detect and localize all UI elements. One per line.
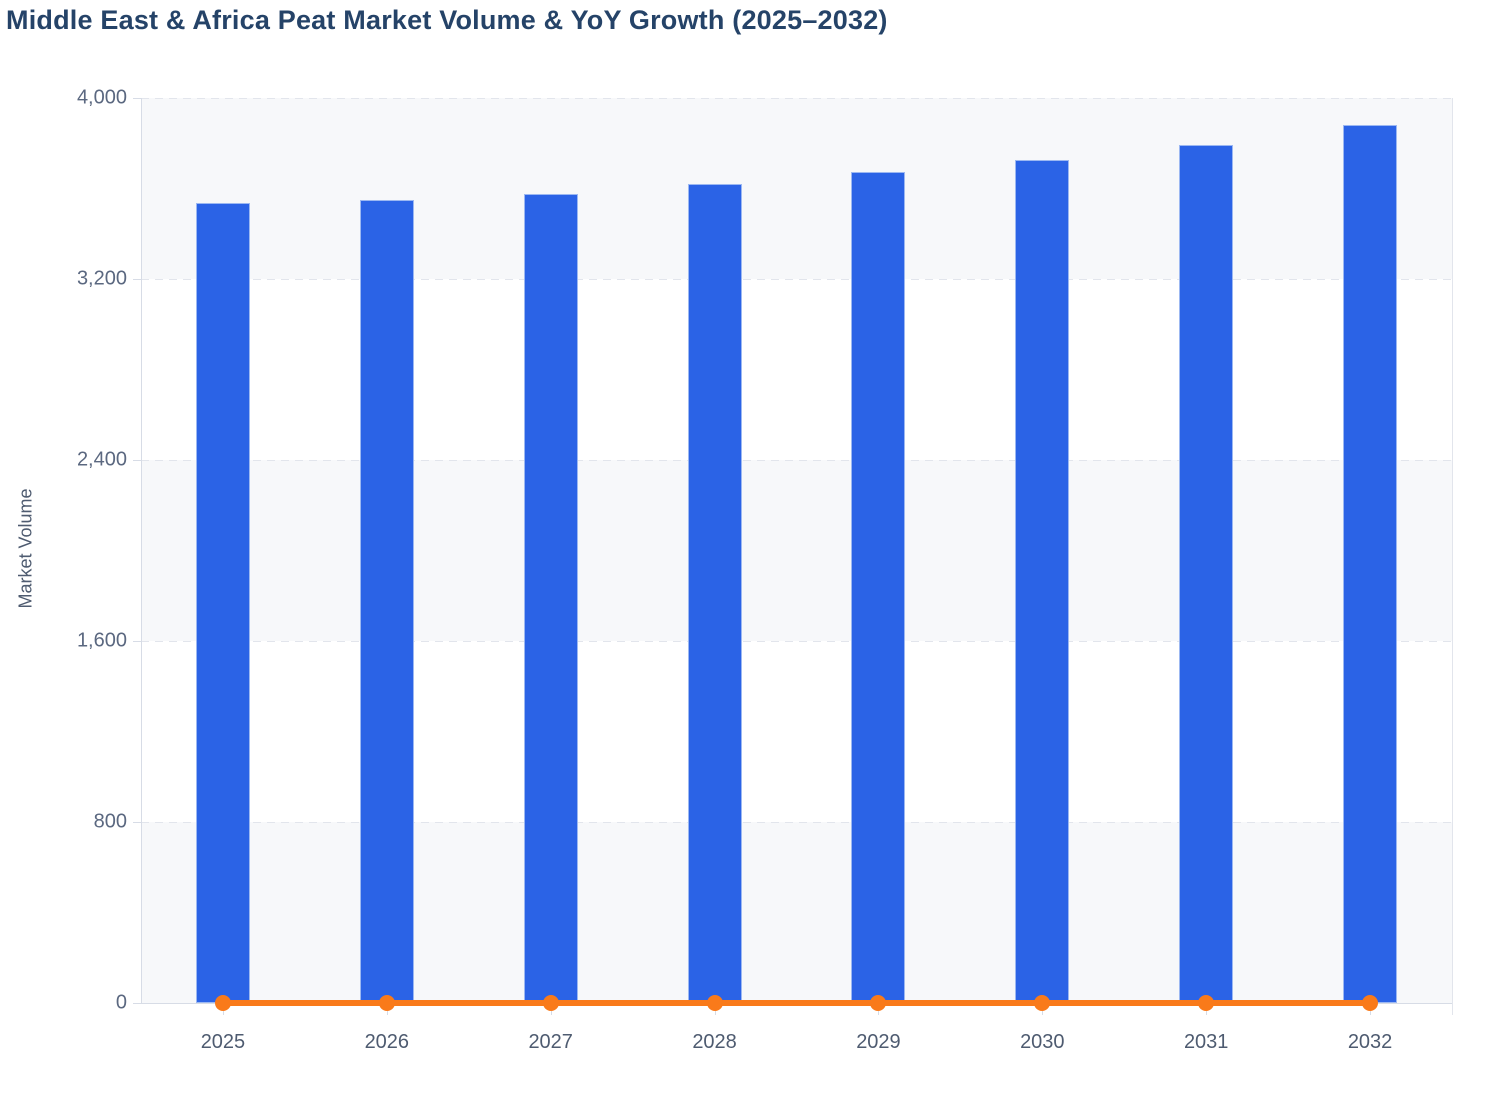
grid-band [141, 460, 1452, 641]
x-label-2027: 2027 [528, 1031, 573, 1053]
y-tick-label-800: 800 [93, 810, 127, 833]
yoy-marker-2027[interactable] [542, 995, 559, 1011]
y-tick-label-2400: 2,400 [76, 448, 127, 471]
yoy-marker-2030[interactable] [1034, 995, 1051, 1011]
bar-2027[interactable] [523, 193, 578, 1003]
gridline-2400 [141, 460, 1452, 461]
x-label-2031: 2031 [1183, 1031, 1229, 1053]
y-tick-label-1600: 1,600 [76, 629, 127, 652]
bar-2030[interactable] [1015, 159, 1070, 1003]
bar-2025[interactable] [195, 202, 250, 1003]
gridline-4000 [141, 98, 1452, 99]
gridline-3200 [141, 279, 1452, 280]
y-axis-line [141, 98, 142, 1003]
grid-band [141, 98, 1452, 279]
right-spine [1452, 98, 1453, 1015]
y-tick-label-4000: 4,000 [76, 86, 127, 109]
x-label-2026: 2026 [364, 1031, 410, 1053]
y-tick-1600 [133, 641, 141, 642]
yoy-line[interactable] [222, 1000, 1371, 1006]
y-tick-label-0: 0 [115, 991, 127, 1014]
yoy-marker-2029[interactable] [870, 995, 887, 1011]
bar-2031[interactable] [1179, 144, 1234, 1003]
bar-2029[interactable] [851, 171, 906, 1003]
gridline-1600 [141, 641, 1452, 642]
bar-2026[interactable] [359, 200, 414, 1003]
y-tick-0 [133, 1003, 141, 1004]
yoy-marker-2025[interactable] [214, 995, 231, 1011]
x-label-2032: 2032 [1347, 1031, 1393, 1053]
y-tick-label-3200: 3,200 [76, 267, 127, 290]
yoy-marker-2028[interactable] [706, 995, 723, 1011]
chart-title: Middle East & Africa Peat Market Volume … [6, 5, 888, 35]
yoy-marker-2032[interactable] [1362, 995, 1379, 1011]
y-tick-3200 [133, 279, 141, 280]
y-tick-800 [133, 822, 141, 823]
bar-2028[interactable] [687, 183, 742, 1003]
y-tick-2400 [133, 460, 141, 461]
x-label-2029: 2029 [856, 1031, 901, 1053]
x-label-2030: 2030 [1020, 1031, 1065, 1053]
x-label-2028: 2028 [692, 1031, 737, 1053]
x-label-2025: 2025 [200, 1031, 246, 1053]
y-tick-4000 [133, 98, 141, 99]
grid-band [141, 822, 1452, 1003]
bar-2032[interactable] [1343, 124, 1398, 1003]
yoy-marker-2031[interactable] [1198, 995, 1215, 1011]
yoy-marker-2026[interactable] [378, 995, 395, 1011]
gridline-800 [141, 822, 1452, 823]
